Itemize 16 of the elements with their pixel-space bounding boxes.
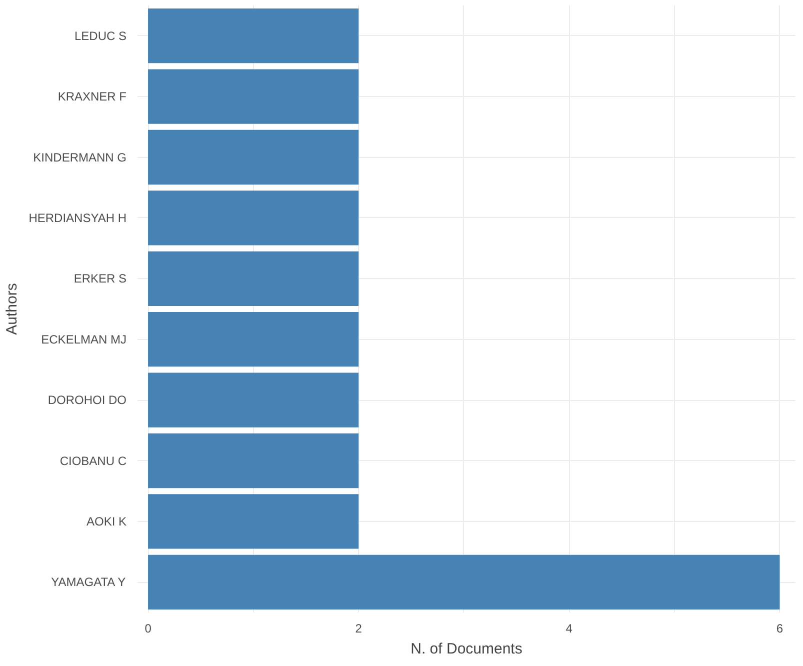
y-tick-label: YAMAGATA Y <box>51 575 126 590</box>
x-axis-title: N. of Documents <box>410 640 522 658</box>
x-tick-label: 4 <box>566 622 573 636</box>
y-tick-label: AOKI K <box>86 514 126 528</box>
y-tick-label: HERDIANSYAH H <box>28 210 127 225</box>
y-tick-label: ERKER S <box>74 272 127 286</box>
y-tick-label: KINDERMANN G <box>33 150 127 164</box>
y-tick-label: KRAXNER F <box>58 90 127 104</box>
y-tick-label: DOROHOI DO <box>48 393 127 408</box>
y-tick-label: CIOBANU C <box>60 454 127 468</box>
x-tick-label: 6 <box>776 622 784 636</box>
y-tick-label: ECKELMAN MJ <box>41 332 127 346</box>
y-axis-title: Authors <box>4 283 21 335</box>
y-tick-label: LEDUC S <box>74 28 126 43</box>
x-tick-label: 2 <box>355 622 362 636</box>
x-tick-label: 0 <box>144 622 152 636</box>
